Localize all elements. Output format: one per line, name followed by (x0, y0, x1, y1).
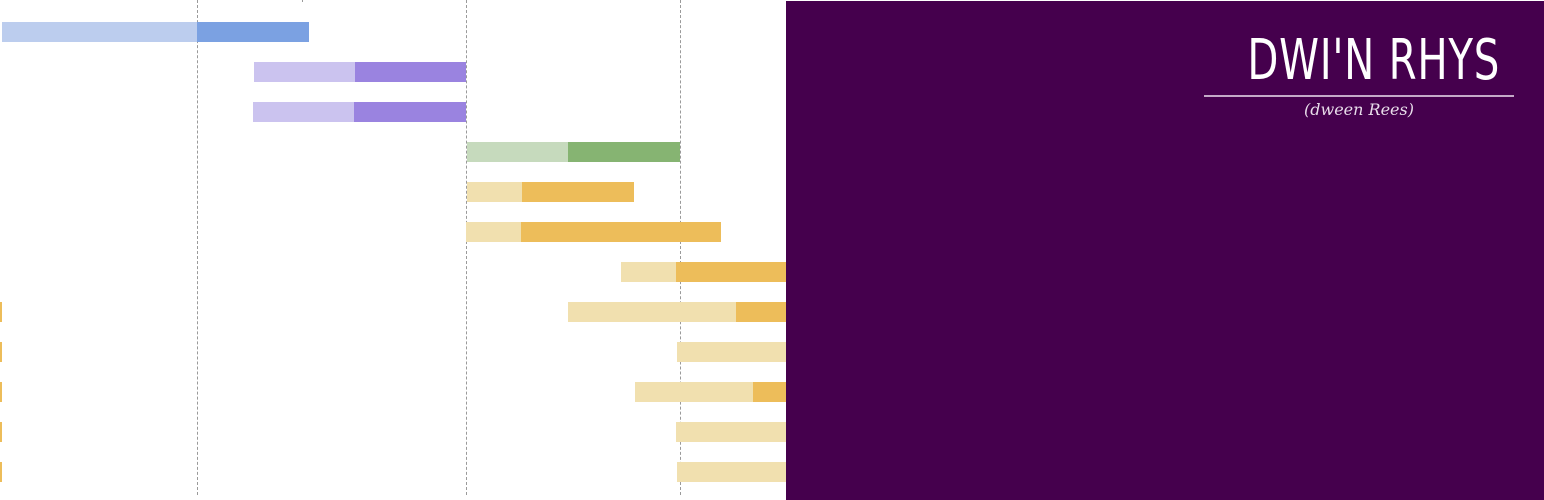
timeline-bar-dark-segment (753, 382, 786, 402)
timeline-tick (302, 0, 303, 2)
logo-divider (1204, 95, 1514, 97)
timeline-bar-light-segment (467, 142, 568, 162)
timeline-bar-light-segment (677, 342, 786, 362)
timeline-bar-row (0, 422, 786, 442)
timeline-bar-light-segment (635, 382, 753, 402)
timeline-bar-dark-segment (522, 182, 634, 202)
timeline-bar-dark-segment (355, 62, 466, 82)
timeline-bar-row (0, 462, 786, 482)
timeline-bar-light-segment (621, 262, 676, 282)
timeline-edge-marker (0, 422, 2, 442)
timeline-bar-dark-segment (676, 262, 786, 282)
timeline-bar-row (0, 102, 786, 122)
logo-title: DWI'N RHYS (1247, 28, 1501, 93)
timeline-bar-row (0, 62, 786, 82)
timeline-edge-marker (0, 302, 2, 322)
timeline-bar-row (0, 382, 786, 402)
timeline-edge-marker (0, 382, 2, 402)
timeline-bar-light-segment (467, 182, 522, 202)
timeline-bar-light-segment (676, 422, 786, 442)
timeline-gridline (197, 0, 198, 495)
timeline-bar-row (0, 222, 786, 242)
timeline-bar-row (0, 22, 786, 42)
timeline-bar-dark-segment (354, 102, 466, 122)
timeline-area (0, 0, 786, 495)
timeline-bar-row (0, 342, 786, 362)
brand-panel: DWI'N RHYS (dween Rees) (786, 1, 1544, 500)
timeline-bar-dark-segment (568, 142, 680, 162)
timeline-bar-row (0, 262, 786, 282)
logo: DWI'N RHYS (dween Rees) (1204, 31, 1514, 120)
timeline-edge-marker (0, 462, 2, 482)
timeline-bar-light-segment (466, 222, 521, 242)
timeline-bar-row (0, 182, 786, 202)
timeline-bar-light-segment (254, 62, 355, 82)
timeline-gridline (466, 0, 467, 495)
timeline-bar-dark-segment (521, 222, 721, 242)
timeline-bar-dark-segment (197, 22, 309, 42)
logo-pronunciation: (dween Rees) (1304, 100, 1414, 119)
timeline-bar-light-segment (253, 102, 354, 122)
timeline-bar-light-segment (2, 22, 197, 42)
timeline-bar-row (0, 302, 786, 322)
timeline-gridline (680, 0, 681, 495)
timeline-bar-light-segment (568, 302, 736, 322)
timeline-edge-marker (0, 342, 2, 362)
timeline-bar-row (0, 142, 786, 162)
timeline-bar-light-segment (677, 462, 786, 482)
timeline-bar-dark-segment (736, 302, 786, 322)
